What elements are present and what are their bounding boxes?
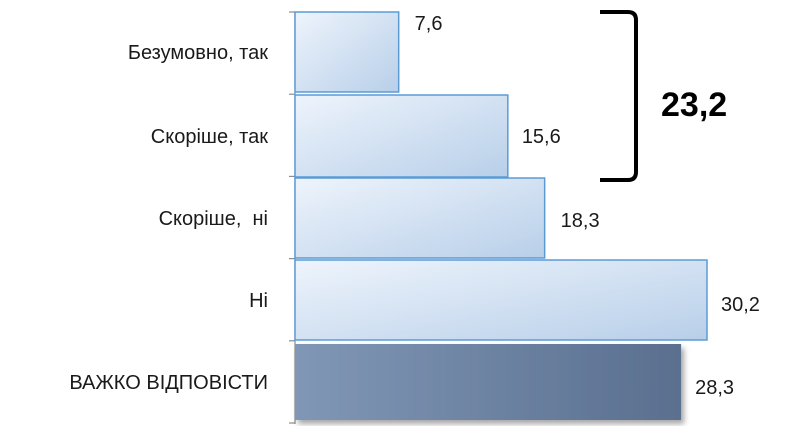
value-label: 30,2	[721, 294, 760, 316]
bar	[294, 177, 546, 259]
bar	[294, 259, 708, 341]
value-label: 7,6	[415, 13, 443, 35]
category-label: Скоріше, так	[151, 126, 268, 148]
value-label: 18,3	[561, 210, 600, 232]
bar	[294, 11, 400, 93]
category-label: Скоріше, ні	[159, 208, 268, 230]
category-label: Ні	[249, 290, 268, 312]
category-label: ВАЖКО ВІДПОВІСТИ	[69, 372, 268, 394]
category-labels: Безумовно, так Скоріше, так Скоріше, ні Ні В…	[69, 42, 268, 394]
value-labels: 7,6 15,6 18,3 30,2 28,3	[415, 13, 760, 399]
bar	[295, 344, 682, 420]
category-label: Безумовно, так	[128, 42, 268, 64]
y-axis-ticks	[289, 11, 295, 424]
bars	[294, 11, 708, 420]
value-label: 28,3	[695, 377, 734, 399]
bar	[294, 94, 509, 178]
bracket	[600, 10, 638, 182]
bracket-label: 23,2	[661, 86, 727, 124]
value-label: 15,6	[522, 126, 561, 148]
